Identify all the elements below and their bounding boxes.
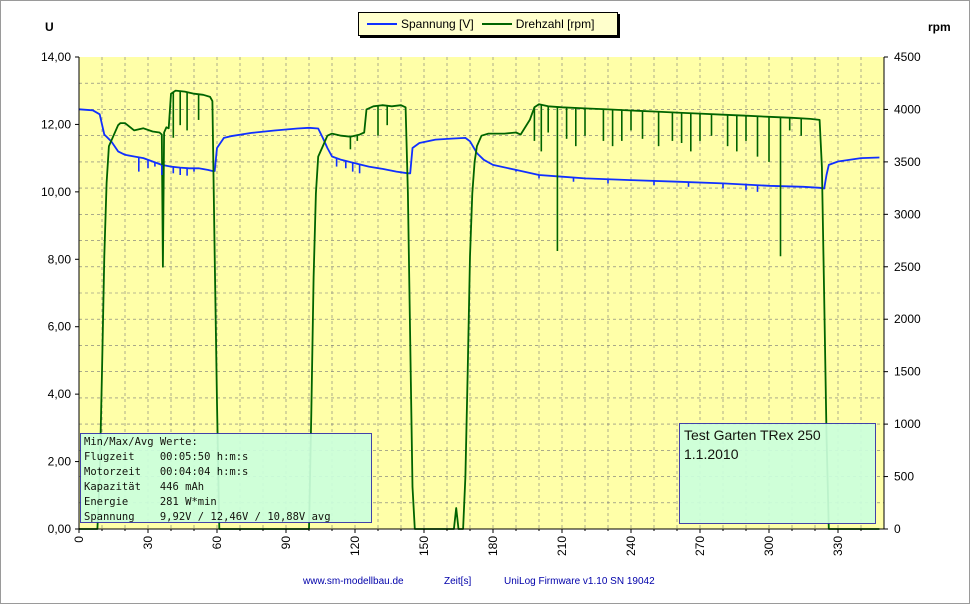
legend-item-spannung: Spannung [V] <box>367 17 474 31</box>
right-tick-label: 3000 <box>894 207 921 221</box>
left-tick-label: 2,00 <box>48 455 72 469</box>
left-tick-label: 8,00 <box>48 252 72 266</box>
legend: Spannung [V] Drehzahl [rpm] <box>358 12 618 36</box>
x-tick-label: 330 <box>831 536 845 556</box>
footer-firmware: UniLog Firmware v1.10 SN 19042 <box>504 576 655 587</box>
legend-label-drehzahl: Drehzahl [rpm] <box>515 17 595 31</box>
legend-label-spannung: Spannung [V] <box>401 17 474 31</box>
right-tick-label: 4000 <box>894 102 921 116</box>
x-tick-label: 180 <box>486 536 500 556</box>
right-tick-label: 1500 <box>894 365 921 379</box>
left-tick-label: 12,00 <box>41 117 71 131</box>
x-tick-label: 240 <box>624 536 638 556</box>
x-tick-label: 300 <box>762 536 776 556</box>
right-axis-title: rpm <box>928 20 951 34</box>
x-tick-label: 90 <box>279 536 293 550</box>
right-tick-label: 3500 <box>894 155 921 169</box>
stats-line: Min/Max/Avg Werte: <box>84 436 198 448</box>
legend-swatch-spannung <box>367 23 397 25</box>
right-tick-label: 4500 <box>894 50 921 64</box>
stats-line: Motorzeit 00:04:04 h:m:s <box>84 466 249 478</box>
right-tick-label: 2500 <box>894 260 921 274</box>
x-tick-label: 0 <box>72 536 86 543</box>
stats-line: Flugzeit 00:05:50 h:m:s <box>84 451 249 463</box>
left-tick-label: 10,00 <box>41 185 71 199</box>
left-axis-title: U <box>45 20 54 34</box>
note-box: Test Garten TRex 250 1.1.2010 <box>679 423 876 524</box>
footer-xlabel: Zeit[s] <box>444 576 472 587</box>
x-tick-label: 60 <box>210 536 224 550</box>
stats-box: Min/Max/Avg Werte: Flugzeit 00:05:50 h:m:… <box>80 433 372 523</box>
x-tick-label: 150 <box>417 536 431 556</box>
stats-line: Energie 281 W*min <box>84 496 217 508</box>
right-tick-label: 2000 <box>894 312 921 326</box>
note-title: Test Garten TRex 250 <box>684 427 821 443</box>
right-tick-label: 1000 <box>894 417 921 431</box>
series-line-drehzahl <box>79 89 880 530</box>
x-tick-label: 210 <box>555 536 569 556</box>
right-tick-label: 0 <box>894 522 901 536</box>
left-tick-label: 4,00 <box>48 387 72 401</box>
left-tick-label: 6,00 <box>48 320 72 334</box>
x-tick-label: 120 <box>348 536 362 556</box>
right-tick-label: 500 <box>894 470 914 484</box>
series-line-spannung <box>78 108 880 190</box>
left-tick-label: 0,00 <box>48 522 72 536</box>
x-tick-label: 270 <box>693 536 707 556</box>
legend-swatch-drehzahl <box>481 23 512 25</box>
footer-website: www.sm-modellbau.de <box>303 576 404 587</box>
stats-line: Spannung 9,92V / 12,46V / 10,88V avg <box>84 511 331 523</box>
left-tick-label: 14,00 <box>41 50 71 64</box>
legend-item-drehzahl: Drehzahl [rpm] <box>481 17 595 31</box>
note-date: 1.1.2010 <box>684 446 739 462</box>
stats-line: Kapazität 446 mAh <box>84 481 205 493</box>
x-tick-label: 30 <box>141 536 155 550</box>
